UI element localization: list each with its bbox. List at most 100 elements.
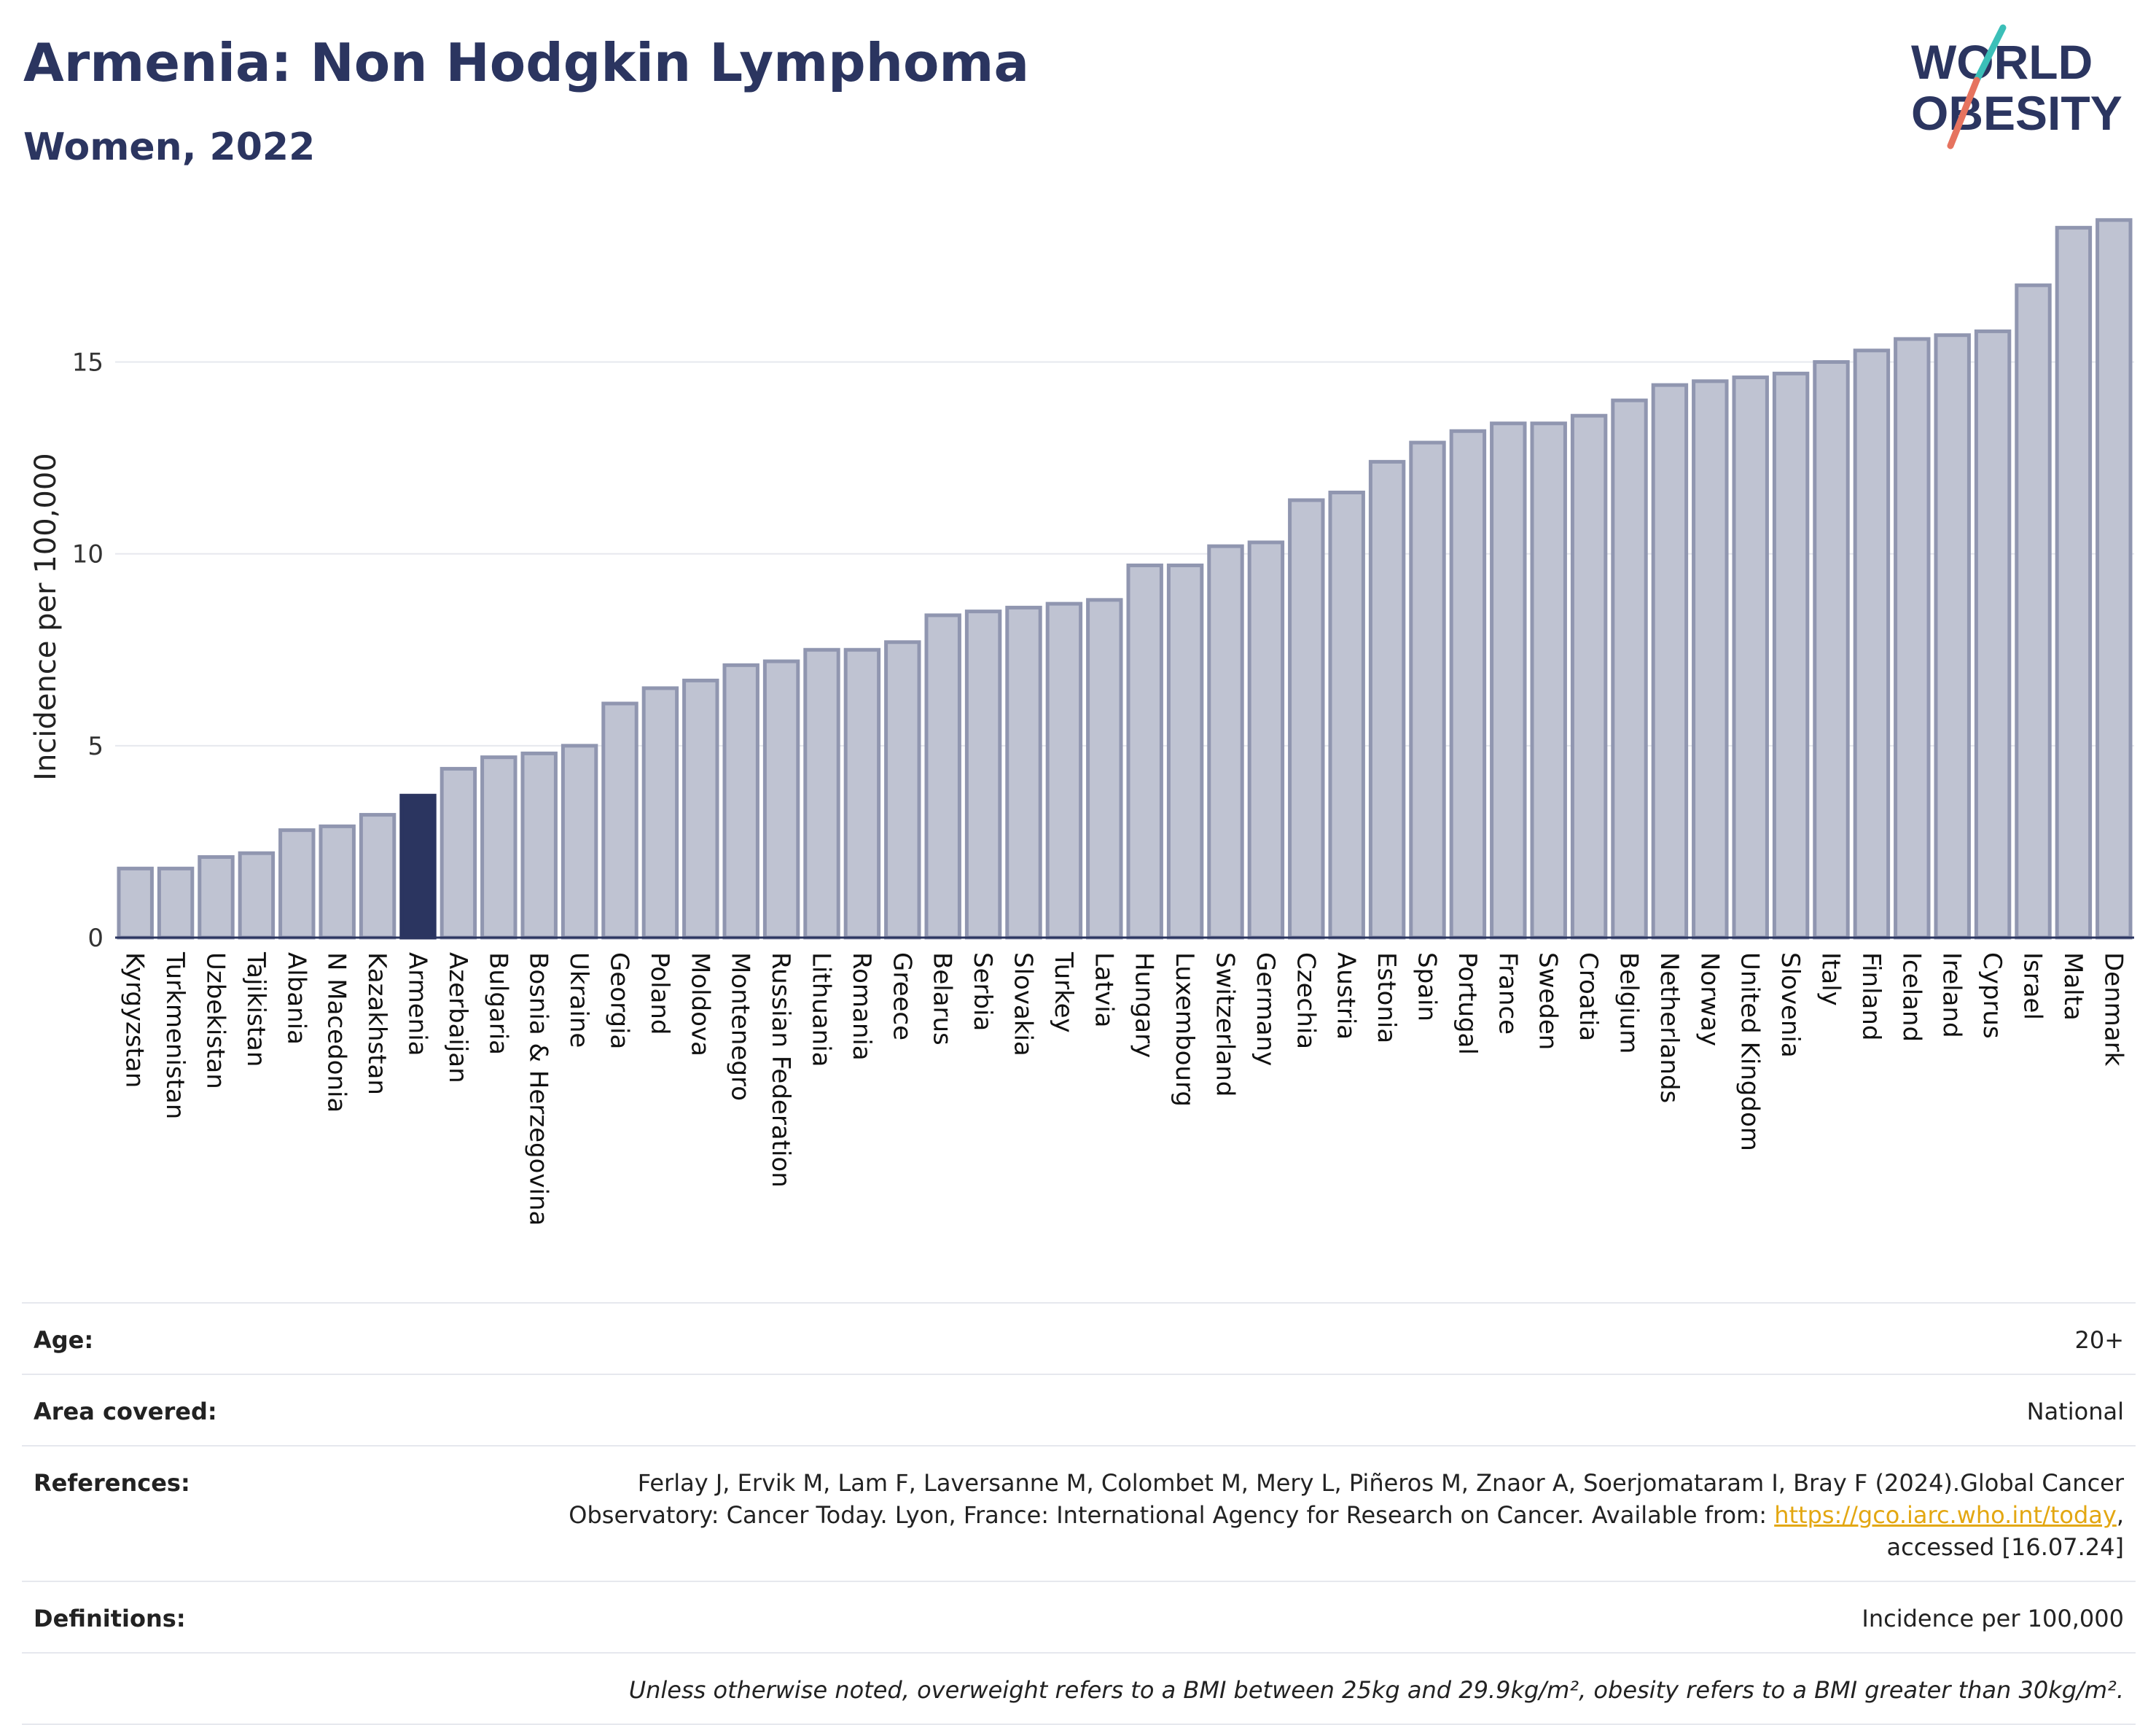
- bmi-note: Unless otherwise noted, overweight refer…: [628, 1676, 2124, 1704]
- x-tick-label: Armenia: [403, 952, 432, 1056]
- x-tick-label: Israel: [2018, 952, 2047, 1020]
- x-tick-label: Estonia: [1372, 952, 1401, 1043]
- x-tick-label: Poland: [645, 952, 674, 1035]
- logo-text-world: WORLD: [1911, 35, 2093, 89]
- bar-ukraine: [561, 744, 598, 940]
- x-tick-label: Ireland: [1937, 952, 1966, 1038]
- bar-montenegro: [722, 663, 759, 940]
- y-tick-label: 10: [72, 540, 103, 569]
- bar-czechia: [1288, 498, 1325, 940]
- meta-row-area: Area covered: National: [22, 1374, 2136, 1445]
- x-tick-label: Montenegro: [726, 952, 755, 1101]
- bar-lithuania: [803, 647, 840, 940]
- bar-russian-federation: [762, 659, 800, 940]
- x-tick-label: Azerbaijan: [443, 952, 472, 1083]
- x-tick-label: Slovenia: [1776, 952, 1805, 1058]
- references-value: Ferlay J, Ervik M, Lam F, Laversanne M, …: [535, 1467, 2124, 1563]
- world-obesity-logo: WORLD OBESITY: [1911, 24, 2122, 149]
- chart-subtitle: Women, 2022: [23, 125, 316, 169]
- x-tick-label: Slovakia: [1009, 952, 1038, 1056]
- bar-uzbekistan: [198, 854, 235, 940]
- bar-slovakia: [1005, 605, 1042, 940]
- bar-switzerland: [1207, 544, 1244, 940]
- y-tick-label: 0: [87, 924, 103, 953]
- x-tick-label: Bosnia & Herzegovina: [524, 952, 553, 1226]
- definitions-value: Incidence per 100,000: [1862, 1605, 2124, 1632]
- bar-italy: [1813, 360, 1850, 940]
- x-tick-label: Croatia: [1574, 952, 1603, 1041]
- x-tick-label: Latvia: [1089, 952, 1118, 1028]
- bar-chart: 0 5 10 15 Kyrgyzstan Turkmenistan Uzbekistan T…: [29, 218, 2134, 1226]
- bar-turkmenistan: [157, 866, 195, 940]
- x-tick-label: N Macedonia: [322, 952, 351, 1113]
- references-link[interactable]: https://gco.iarc.who.int/today: [1774, 1501, 2117, 1529]
- x-tick-label: Austria: [1332, 952, 1361, 1040]
- bar-finland: [1853, 348, 1891, 940]
- references-text: Ferlay J, Ervik M, Lam F, Laversanne M, …: [569, 1469, 2124, 1529]
- x-tick-label: Russian Federation: [766, 952, 795, 1188]
- x-tick-label: Switzerland: [1211, 952, 1240, 1097]
- x-tick-label: France: [1493, 952, 1522, 1035]
- x-tick-label: Belarus: [928, 952, 957, 1045]
- references-tail: , accessed [16.07.24]: [1886, 1501, 2124, 1561]
- bars: [117, 218, 2133, 940]
- bar-greece: [884, 640, 921, 940]
- bar-estonia: [1368, 459, 1406, 940]
- bar-moldova: [682, 678, 719, 940]
- bar-germany: [1247, 540, 1285, 940]
- x-tick-label: Luxembourg: [1170, 952, 1199, 1107]
- x-tick-label: United Kingdom: [1735, 952, 1765, 1151]
- metadata-table: Age: 20+ Area covered: National Referenc…: [22, 1302, 2136, 1725]
- x-tick-label: Lithuania: [807, 952, 836, 1067]
- bar-slovenia: [1772, 371, 1810, 940]
- y-axis-label: Incidence per 100,000: [29, 453, 63, 781]
- bar-hungary: [1126, 563, 1163, 940]
- x-tick-label: Turkey: [1049, 951, 1078, 1033]
- bar-france: [1490, 421, 1527, 940]
- bar-malta: [2055, 225, 2093, 940]
- x-tick-label: Czechia: [1291, 952, 1320, 1049]
- bar-serbia: [964, 610, 1002, 940]
- x-tick-label: Bulgaria: [483, 952, 512, 1055]
- bar-ireland: [1934, 333, 1971, 940]
- x-tick-label: Italy: [1816, 952, 1846, 1006]
- x-tick-label: Cyprus: [1977, 952, 2007, 1039]
- bar-albania: [278, 828, 316, 940]
- bar-belgium: [1611, 398, 1648, 940]
- bar-n-macedonia: [319, 824, 356, 940]
- bar-bosnia-herzegovina: [520, 751, 558, 940]
- x-tick-label: Netherlands: [1655, 952, 1684, 1103]
- bar-luxembourg: [1166, 563, 1204, 940]
- y-tick-label: 15: [72, 348, 103, 378]
- x-tick-label: Tajikistan: [241, 951, 270, 1067]
- x-tick-label: Portugal: [1453, 952, 1482, 1055]
- bar-netherlands: [1651, 383, 1689, 940]
- bar-austria: [1328, 490, 1365, 940]
- x-tick-label: Denmark: [2098, 952, 2128, 1067]
- bar-portugal: [1449, 429, 1487, 940]
- area-value: National: [2026, 1398, 2124, 1425]
- area-label: Area covered:: [34, 1398, 217, 1425]
- x-tick-label: Turkmenistan: [160, 951, 190, 1119]
- definitions-label: Definitions:: [34, 1605, 186, 1632]
- x-tick-label: Greece: [887, 952, 916, 1040]
- x-tick-label: Finland: [1856, 952, 1886, 1041]
- meta-row-note: Unless otherwise noted, overweight refer…: [22, 1652, 2136, 1725]
- bar-united-kingdom: [1732, 375, 1769, 940]
- x-tick-label: Ukraine: [564, 952, 593, 1048]
- x-tick-label: Belgium: [1614, 952, 1644, 1054]
- x-tick-label: Iceland: [1897, 952, 1926, 1042]
- y-tick-label: 5: [87, 732, 103, 761]
- references-label: References:: [34, 1469, 190, 1497]
- bar-cyprus: [1974, 329, 2012, 940]
- bar-latvia: [1086, 598, 1123, 940]
- bar-belarus: [924, 613, 961, 940]
- x-tick-label: Uzbekistan: [201, 952, 230, 1089]
- bar-kyrgyzstan: [117, 866, 154, 940]
- bar-armenia: [399, 793, 437, 940]
- meta-row-definitions: Definitions: Incidence per 100,000: [22, 1581, 2136, 1652]
- x-tick-label: Romania: [847, 952, 876, 1061]
- x-tick-label: Hungary: [1130, 952, 1159, 1058]
- y-axis-ticks: 0 5 10 15: [72, 348, 103, 953]
- bar-romania: [843, 647, 881, 940]
